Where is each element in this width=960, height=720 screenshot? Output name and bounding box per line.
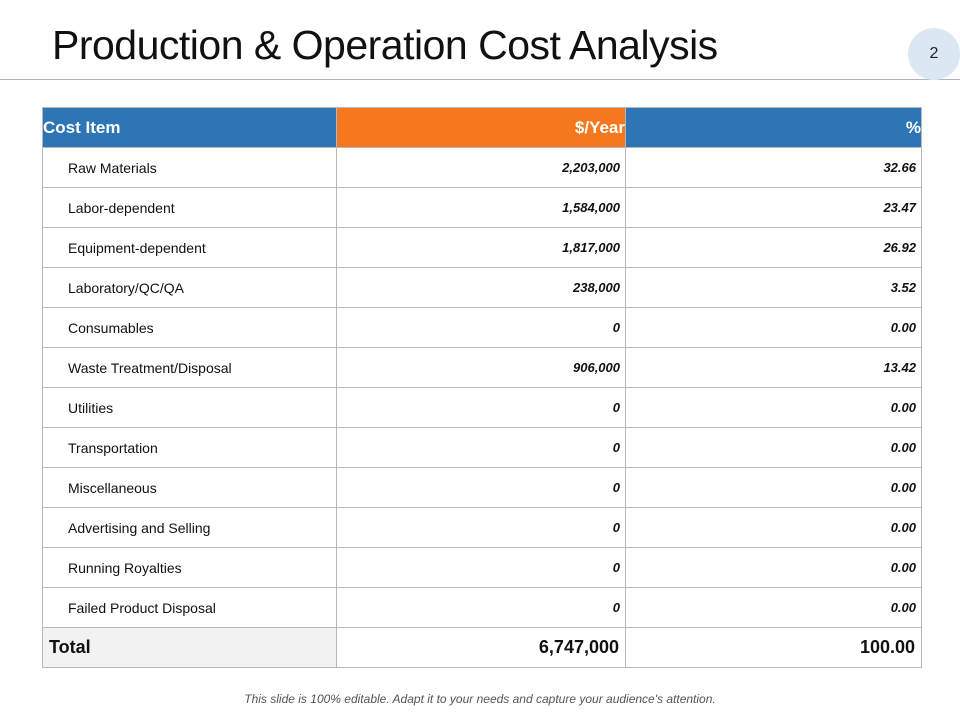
year-value-cell: 1,817,000	[336, 227, 626, 268]
header-percent: %	[625, 107, 922, 148]
cost-item-cell: Waste Treatment/Disposal	[42, 347, 337, 388]
table-row: Miscellaneous 0 0.00	[42, 467, 922, 508]
header-dollar-per-year: $/Year	[336, 107, 626, 148]
table-header-row: Cost Item $/Year %	[42, 107, 922, 148]
page-title: Production & Operation Cost Analysis	[52, 22, 718, 68]
footer-note: This slide is 100% editable. Adapt it to…	[244, 692, 716, 706]
table-row: Laboratory/QC/QA 238,000 3.52	[42, 267, 922, 308]
cost-item-cell: Failed Product Disposal	[42, 587, 337, 628]
percent-value-cell: 0.00	[625, 467, 922, 508]
table-row: Waste Treatment/Disposal 906,000 13.42	[42, 347, 922, 388]
percent-value-cell: 0.00	[625, 307, 922, 348]
percent-value-cell: 0.00	[625, 427, 922, 468]
year-value-cell: 0	[336, 547, 626, 588]
cost-item-cell: Laboratory/QC/QA	[42, 267, 337, 308]
year-value-cell: 238,000	[336, 267, 626, 308]
total-label: Total	[42, 627, 337, 668]
cost-item-cell: Equipment-dependent	[42, 227, 337, 268]
year-value-cell: 0	[336, 507, 626, 548]
percent-value-cell: 32.66	[625, 147, 922, 188]
percent-value-cell: 23.47	[625, 187, 922, 228]
table-row: Failed Product Disposal 0 0.00	[42, 587, 922, 628]
percent-value-cell: 26.92	[625, 227, 922, 268]
table-row: Labor-dependent 1,584,000 23.47	[42, 187, 922, 228]
total-row: Total 6,747,000 100.00	[42, 627, 922, 668]
year-value-cell: 2,203,000	[336, 147, 626, 188]
percent-value-cell: 3.52	[625, 267, 922, 308]
year-value-cell: 1,584,000	[336, 187, 626, 228]
percent-value-cell: 13.42	[625, 347, 922, 388]
cost-item-cell: Consumables	[42, 307, 337, 348]
table-row: Advertising and Selling 0 0.00	[42, 507, 922, 548]
year-value-cell: 0	[336, 467, 626, 508]
cost-item-cell: Utilities	[42, 387, 337, 428]
cost-table: Cost Item $/Year % Raw Materials 2,203,00…	[42, 107, 922, 668]
percent-value-cell: 0.00	[625, 587, 922, 628]
table-row: Consumables 0 0.00	[42, 307, 922, 348]
title-divider	[0, 79, 960, 80]
year-value-cell: 906,000	[336, 347, 626, 388]
total-percent: 100.00	[625, 627, 922, 668]
year-value-cell: 0	[336, 427, 626, 468]
page-number-badge: 2	[908, 28, 960, 80]
cost-item-cell: Raw Materials	[42, 147, 337, 188]
cost-item-cell: Miscellaneous	[42, 467, 337, 508]
table-row: Running Royalties 0 0.00	[42, 547, 922, 588]
table-row: Raw Materials 2,203,000 32.66	[42, 147, 922, 188]
percent-value-cell: 0.00	[625, 547, 922, 588]
cost-item-cell: Transportation	[42, 427, 337, 468]
table-row: Equipment-dependent 1,817,000 26.92	[42, 227, 922, 268]
table-row: Utilities 0 0.00	[42, 387, 922, 428]
percent-value-cell: 0.00	[625, 507, 922, 548]
total-year: 6,747,000	[336, 627, 626, 668]
table-row: Transportation 0 0.00	[42, 427, 922, 468]
cost-item-cell: Running Royalties	[42, 547, 337, 588]
cost-item-cell: Advertising and Selling	[42, 507, 337, 548]
percent-value-cell: 0.00	[625, 387, 922, 428]
year-value-cell: 0	[336, 387, 626, 428]
year-value-cell: 0	[336, 587, 626, 628]
year-value-cell: 0	[336, 307, 626, 348]
cost-item-cell: Labor-dependent	[42, 187, 337, 228]
header-cost-item: Cost Item	[42, 107, 337, 148]
